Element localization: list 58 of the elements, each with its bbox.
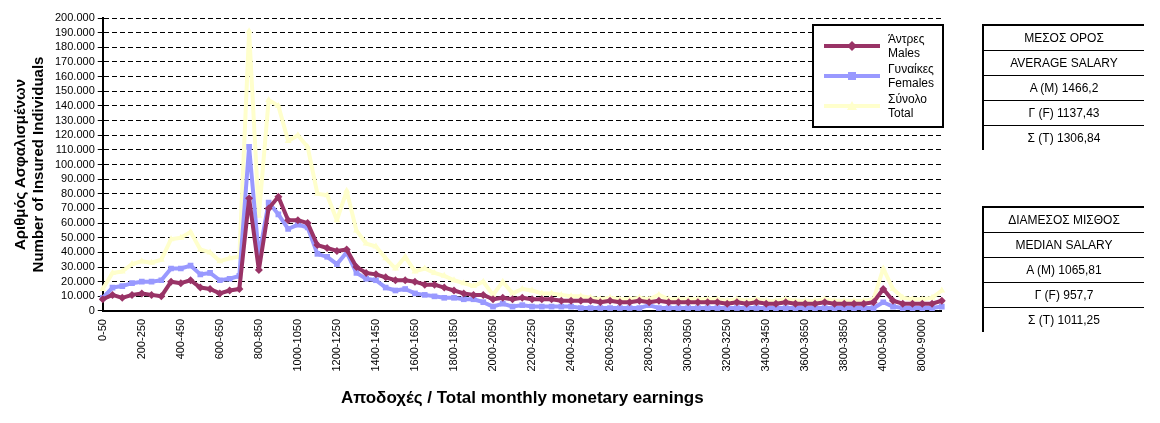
x-axis-title: Αποδοχές / Total monthly monetary earnings xyxy=(340,388,704,408)
x-tick-label: 3800-3850 xyxy=(837,319,850,372)
x-tick-label: 800-850 xyxy=(251,319,264,360)
y-tick-label: 30.000 xyxy=(61,260,95,273)
text: Γ (F) 1137,43 xyxy=(984,101,1144,126)
x-tick-label: 2000-2050 xyxy=(486,319,499,372)
text: Σ (Τ) 1011,25 xyxy=(1027,312,1101,329)
legend-label: Γυναίκες Females xyxy=(887,62,934,90)
y-tick-label: 190.000 xyxy=(55,25,95,38)
x-tick-label: 1000-1050 xyxy=(290,319,303,372)
legend-label: Άντρες Males xyxy=(887,32,925,60)
x-tick-label: 3600-3650 xyxy=(798,319,811,372)
text: AVERAGE SALARY xyxy=(984,51,1144,76)
x-tick-label: 4000-5000 xyxy=(876,319,889,372)
x-tick-label: 3200-3250 xyxy=(720,319,733,372)
y-tick-label: 90.000 xyxy=(61,172,95,185)
x-tick-label: 2800-2850 xyxy=(642,319,655,372)
text: Α (Μ) 1065,81 xyxy=(984,258,1144,283)
text: Σ (Τ) 1306,84 xyxy=(1026,130,1102,147)
x-tick-label: 0-50 xyxy=(95,319,108,342)
y-tick-label: 170.000 xyxy=(55,54,95,67)
y-tick-label: 100.000 xyxy=(55,157,95,170)
y-tick-label: 0 xyxy=(88,304,95,317)
x-tick-label: 2200-2250 xyxy=(525,319,538,372)
y-axis-title: Αριθμός Ασφαλισμένων Number of Insured Individuals xyxy=(11,56,47,273)
text: Α (Μ) 1466,2 xyxy=(984,76,1144,101)
x-tick-label: 3000-3050 xyxy=(681,319,694,372)
y-tick-label: 70.000 xyxy=(61,201,95,214)
y-tick-label: 150.000 xyxy=(55,84,95,97)
x-tick-label: 2400-2450 xyxy=(564,319,577,372)
x-tick-label: 600-650 xyxy=(212,319,225,360)
y-tick-label: 130.000 xyxy=(55,113,95,126)
y-tick-label: 160.000 xyxy=(55,69,95,82)
y-tick-label: 180.000 xyxy=(55,40,95,53)
y-tick-label: 40.000 xyxy=(61,245,95,258)
y-tick-label: 110.000 xyxy=(55,142,95,155)
x-tick-label: 8000-9000 xyxy=(915,319,928,372)
text: ΔΙΑΜΕΣΟΣ ΜΙΣΘΟΣ xyxy=(984,208,1144,233)
text: ΜΕΣΟΣ ΟΡΟΣ xyxy=(984,26,1144,51)
legend-label: Σύνολο Total xyxy=(887,92,927,120)
y-tick-label: 200.000 xyxy=(55,11,95,24)
x-tick-label: 1600-1650 xyxy=(407,319,420,372)
y-tick-label: 140.000 xyxy=(55,98,95,111)
y-tick-label: 50.000 xyxy=(61,230,95,243)
x-tick-label: 400-450 xyxy=(173,319,186,360)
y-tick-label: 80.000 xyxy=(61,186,95,199)
y-tick-label: 20.000 xyxy=(61,274,95,287)
text: MEDIAN SALARY xyxy=(984,233,1144,258)
x-tick-label: 1200-1250 xyxy=(329,319,342,372)
x-tick-label: 2600-2650 xyxy=(603,319,616,372)
x-tick-label: 1800-1850 xyxy=(447,319,460,372)
y-tick-label: 60.000 xyxy=(61,216,95,229)
y-tick-label: 120.000 xyxy=(55,128,95,141)
text: Γ (F) 957,7 xyxy=(984,283,1144,308)
x-tick-label: 200-250 xyxy=(134,319,147,360)
x-tick-label: 3400-3450 xyxy=(759,319,772,372)
x-tick-label: 1400-1450 xyxy=(368,319,381,372)
y-tick-label: 10.000 xyxy=(61,289,95,302)
